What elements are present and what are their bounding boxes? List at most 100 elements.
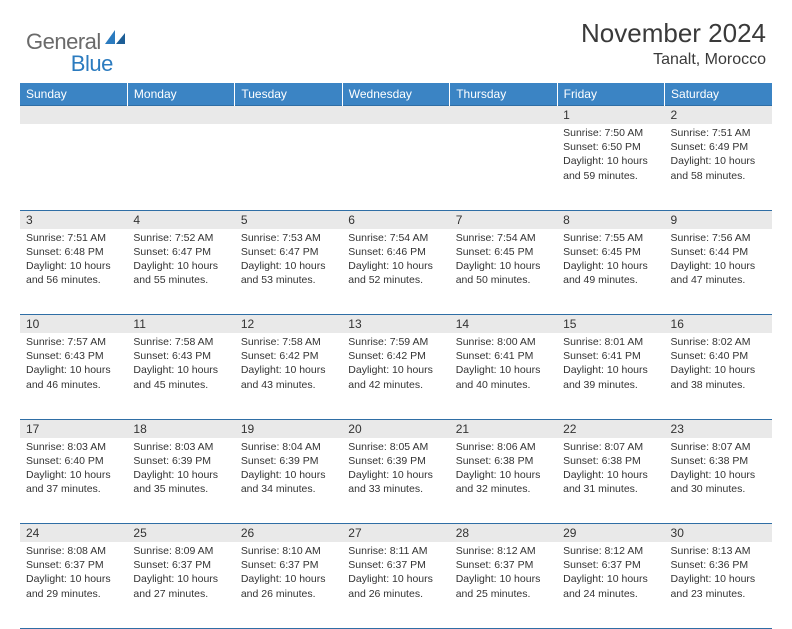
sunset: Sunset: 6:38 PM xyxy=(563,454,658,468)
day-number: 23 xyxy=(665,420,772,438)
sail-icon xyxy=(105,30,127,46)
day-content: Sunrise: 7:54 AMSunset: 6:46 PMDaylight:… xyxy=(342,229,449,292)
day-cell: Sunrise: 7:51 AMSunset: 6:48 PMDaylight:… xyxy=(20,229,127,315)
day-number xyxy=(20,106,127,123)
day-cell: Sunrise: 8:07 AMSunset: 6:38 PMDaylight:… xyxy=(665,438,772,524)
daylight: Daylight: 10 hours and 59 minutes. xyxy=(563,154,658,182)
day-cell: Sunrise: 7:59 AMSunset: 6:42 PMDaylight:… xyxy=(342,333,449,419)
day-number-cell: 14 xyxy=(450,315,557,334)
sunset: Sunset: 6:39 PM xyxy=(241,454,336,468)
day-number-cell xyxy=(20,106,127,125)
day-number: 14 xyxy=(450,315,557,333)
day-number: 11 xyxy=(127,315,234,333)
day-number: 28 xyxy=(450,524,557,542)
sunset: Sunset: 6:37 PM xyxy=(456,558,551,572)
day-number: 25 xyxy=(127,524,234,542)
day-content: Sunrise: 8:11 AMSunset: 6:37 PMDaylight:… xyxy=(342,542,449,605)
day-cell: Sunrise: 8:13 AMSunset: 6:36 PMDaylight:… xyxy=(665,542,772,628)
day-number-cell: 3 xyxy=(20,210,127,229)
sunset: Sunset: 6:40 PM xyxy=(26,454,121,468)
day-number: 8 xyxy=(557,211,664,229)
content-row: Sunrise: 7:50 AMSunset: 6:50 PMDaylight:… xyxy=(20,124,772,210)
day-content: Sunrise: 7:50 AMSunset: 6:50 PMDaylight:… xyxy=(557,124,664,187)
day-number-cell: 6 xyxy=(342,210,449,229)
day-number-cell: 2 xyxy=(665,106,772,125)
sunrise: Sunrise: 8:09 AM xyxy=(133,544,228,558)
day-number: 16 xyxy=(665,315,772,333)
day-number: 5 xyxy=(235,211,342,229)
day-content: Sunrise: 7:58 AMSunset: 6:42 PMDaylight:… xyxy=(235,333,342,396)
daylight: Daylight: 10 hours and 38 minutes. xyxy=(671,363,766,391)
day-cell: Sunrise: 8:12 AMSunset: 6:37 PMDaylight:… xyxy=(557,542,664,628)
day-content: Sunrise: 7:54 AMSunset: 6:45 PMDaylight:… xyxy=(450,229,557,292)
day-number-cell: 30 xyxy=(665,524,772,543)
day-number-cell: 16 xyxy=(665,315,772,334)
month-title: November 2024 xyxy=(581,18,766,49)
daylight: Daylight: 10 hours and 40 minutes. xyxy=(456,363,551,391)
day-number-cell: 7 xyxy=(450,210,557,229)
day-content: Sunrise: 8:10 AMSunset: 6:37 PMDaylight:… xyxy=(235,542,342,605)
content-row: Sunrise: 7:51 AMSunset: 6:48 PMDaylight:… xyxy=(20,229,772,315)
day-cell: Sunrise: 7:51 AMSunset: 6:49 PMDaylight:… xyxy=(665,124,772,210)
daylight: Daylight: 10 hours and 24 minutes. xyxy=(563,572,658,600)
sunset: Sunset: 6:37 PM xyxy=(348,558,443,572)
sunrise: Sunrise: 8:02 AM xyxy=(671,335,766,349)
day-number-cell: 15 xyxy=(557,315,664,334)
sunrise: Sunrise: 8:05 AM xyxy=(348,440,443,454)
day-number: 30 xyxy=(665,524,772,542)
daylight: Daylight: 10 hours and 37 minutes. xyxy=(26,468,121,496)
weekday-header: Friday xyxy=(557,83,664,106)
daylight: Daylight: 10 hours and 26 minutes. xyxy=(241,572,336,600)
title-block: November 2024 Tanalt, Morocco xyxy=(581,18,766,69)
day-number: 12 xyxy=(235,315,342,333)
weekday-header: Monday xyxy=(127,83,234,106)
day-cell: Sunrise: 7:52 AMSunset: 6:47 PMDaylight:… xyxy=(127,229,234,315)
content-row: Sunrise: 8:08 AMSunset: 6:37 PMDaylight:… xyxy=(20,542,772,628)
daylight: Daylight: 10 hours and 49 minutes. xyxy=(563,259,658,287)
sunset: Sunset: 6:45 PM xyxy=(563,245,658,259)
day-number: 2 xyxy=(665,106,772,124)
sunset: Sunset: 6:38 PM xyxy=(671,454,766,468)
daynum-row: 12 xyxy=(20,106,772,125)
day-cell: Sunrise: 7:58 AMSunset: 6:42 PMDaylight:… xyxy=(235,333,342,419)
day-cell: Sunrise: 8:06 AMSunset: 6:38 PMDaylight:… xyxy=(450,438,557,524)
day-number: 7 xyxy=(450,211,557,229)
day-number: 17 xyxy=(20,420,127,438)
day-content: Sunrise: 8:07 AMSunset: 6:38 PMDaylight:… xyxy=(665,438,772,501)
day-number: 26 xyxy=(235,524,342,542)
day-number: 20 xyxy=(342,420,449,438)
day-cell xyxy=(450,124,557,210)
sunset: Sunset: 6:37 PM xyxy=(133,558,228,572)
weekday-header: Thursday xyxy=(450,83,557,106)
day-cell xyxy=(20,124,127,210)
location: Tanalt, Morocco xyxy=(581,51,766,69)
daylight: Daylight: 10 hours and 27 minutes. xyxy=(133,572,228,600)
day-content: Sunrise: 8:06 AMSunset: 6:38 PMDaylight:… xyxy=(450,438,557,501)
sunrise: Sunrise: 8:01 AM xyxy=(563,335,658,349)
day-number: 22 xyxy=(557,420,664,438)
day-number: 19 xyxy=(235,420,342,438)
sunrise: Sunrise: 8:03 AM xyxy=(26,440,121,454)
daylight: Daylight: 10 hours and 58 minutes. xyxy=(671,154,766,182)
day-content: Sunrise: 8:05 AMSunset: 6:39 PMDaylight:… xyxy=(342,438,449,501)
day-content: Sunrise: 7:51 AMSunset: 6:48 PMDaylight:… xyxy=(20,229,127,292)
day-number-cell: 28 xyxy=(450,524,557,543)
weekday-header: Sunday xyxy=(20,83,127,106)
sunrise: Sunrise: 7:55 AM xyxy=(563,231,658,245)
calendar-table: Sunday Monday Tuesday Wednesday Thursday… xyxy=(20,83,772,629)
day-number: 21 xyxy=(450,420,557,438)
sunset: Sunset: 6:41 PM xyxy=(456,349,551,363)
daynum-row: 24252627282930 xyxy=(20,524,772,543)
daylight: Daylight: 10 hours and 25 minutes. xyxy=(456,572,551,600)
daylight: Daylight: 10 hours and 31 minutes. xyxy=(563,468,658,496)
day-number-cell: 10 xyxy=(20,315,127,334)
sunrise: Sunrise: 7:58 AM xyxy=(133,335,228,349)
day-cell xyxy=(235,124,342,210)
sunset: Sunset: 6:42 PM xyxy=(348,349,443,363)
weekday-header: Saturday xyxy=(665,83,772,106)
daylight: Daylight: 10 hours and 34 minutes. xyxy=(241,468,336,496)
sunrise: Sunrise: 7:54 AM xyxy=(348,231,443,245)
sunset: Sunset: 6:36 PM xyxy=(671,558,766,572)
weekday-header: Wednesday xyxy=(342,83,449,106)
day-cell: Sunrise: 8:09 AMSunset: 6:37 PMDaylight:… xyxy=(127,542,234,628)
